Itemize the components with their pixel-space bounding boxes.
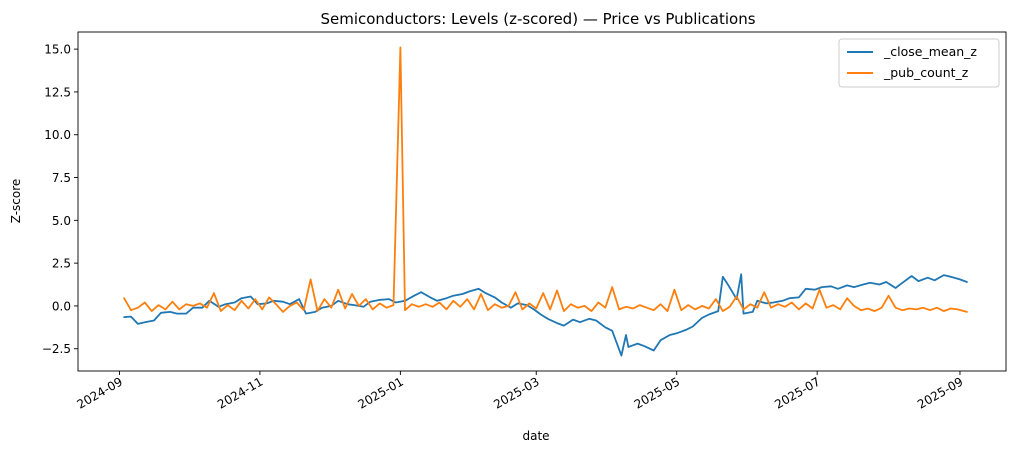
x-tick-label: 2024-09 [75, 374, 125, 411]
x-tick-label: 2025-09 [915, 374, 965, 411]
x-axis-label: date [522, 429, 549, 443]
legend-label-pub-count-z: _pub_count_z [883, 65, 969, 80]
series-line-pub-count-z [123, 46, 968, 313]
y-tick-label: 12.5 [44, 85, 71, 99]
y-tick-label: 7.5 [52, 171, 71, 185]
x-axis: 2024-09 2024-11 2025-01 2025-03 2025-05 2025-… [75, 371, 965, 412]
legend-label-close-mean-z: _close_mean_z [883, 44, 977, 59]
x-tick-label: 2025-03 [491, 374, 541, 411]
y-tick-label: 10.0 [44, 128, 71, 142]
x-tick-label: 2025-01 [355, 374, 405, 411]
y-axis: −2.5 0.0 2.5 5.0 7.5 10.0 12.5 15.0 [42, 43, 78, 356]
y-tick-label: 15.0 [44, 43, 71, 57]
legend: _close_mean_z _pub_count_z [838, 38, 1000, 88]
legend-box [838, 38, 1000, 88]
series-lines [123, 46, 968, 357]
y-tick-label: 2.5 [52, 257, 71, 271]
x-tick-label: 2025-05 [632, 374, 682, 411]
y-axis-label: Z-score [9, 179, 23, 224]
chart-title: Semiconductors: Levels (z-scored) — Pric… [320, 10, 755, 28]
y-tick-label: 5.0 [52, 214, 71, 228]
x-tick-label: 2025-07 [772, 374, 822, 411]
y-tick-label: 0.0 [52, 299, 71, 313]
series-line-close-mean-z [123, 273, 968, 357]
x-tick-label: 2024-11 [215, 374, 265, 411]
y-tick-label: −2.5 [42, 342, 71, 356]
